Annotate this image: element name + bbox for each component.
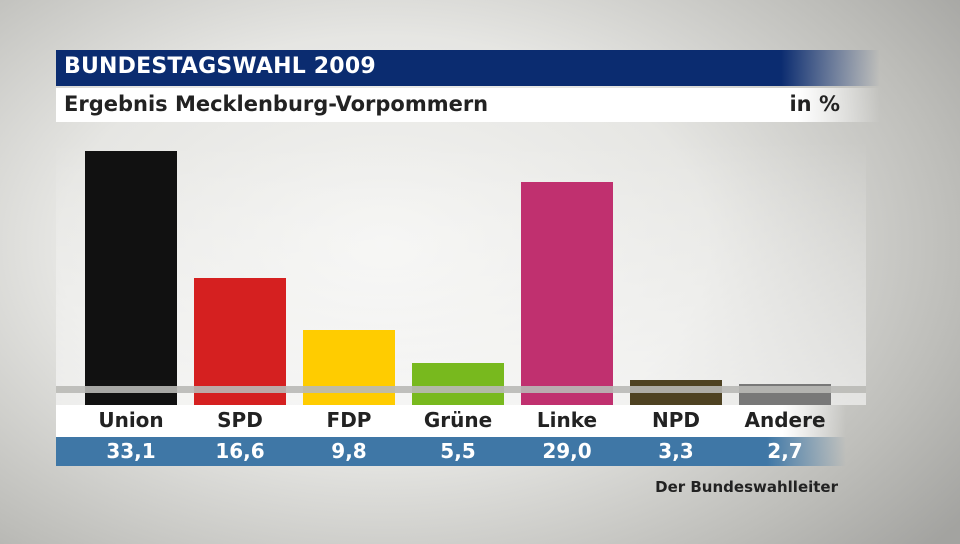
value-label-bar: 33,1 16,6 9,8 5,5 29,0 3,3 2,7: [56, 437, 846, 466]
bar-fdp: [303, 330, 395, 405]
category-label: NPD: [652, 408, 700, 432]
baseline: [56, 386, 866, 393]
plot-area: [56, 140, 866, 405]
value-label: 16,6: [215, 439, 265, 463]
value-label: 2,7: [767, 439, 803, 463]
value-label: 9,8: [331, 439, 367, 463]
category-label-bar: Union SPD FDP Grüne Linke NPD Andere: [56, 405, 846, 437]
value-label: 29,0: [542, 439, 592, 463]
bar-grüne: [412, 363, 504, 405]
value-label: 5,5: [440, 439, 476, 463]
value-label: 3,3: [658, 439, 694, 463]
category-label: Andere: [744, 408, 826, 432]
category-label: SPD: [217, 408, 263, 432]
title-bar: BUNDESTAGSWAHL 2009: [56, 50, 880, 86]
subtitle-bar: Ergebnis Mecklenburg-Vorpommern in %: [56, 88, 880, 122]
source-label: Der Bundeswahlleiter: [655, 478, 838, 496]
value-label: 33,1: [106, 439, 156, 463]
chart-title: BUNDESTAGSWAHL 2009: [64, 54, 376, 79]
bar-spd: [194, 278, 286, 405]
category-label: Linke: [536, 408, 598, 432]
category-label: Union: [98, 408, 164, 432]
unit-label: in %: [789, 92, 840, 116]
category-label: Grüne: [423, 408, 493, 432]
chart-subtitle: Ergebnis Mecklenburg-Vorpommern: [64, 92, 489, 116]
category-label: FDP: [326, 408, 372, 432]
bar-linke: [521, 182, 613, 405]
bar-union: [85, 151, 177, 405]
